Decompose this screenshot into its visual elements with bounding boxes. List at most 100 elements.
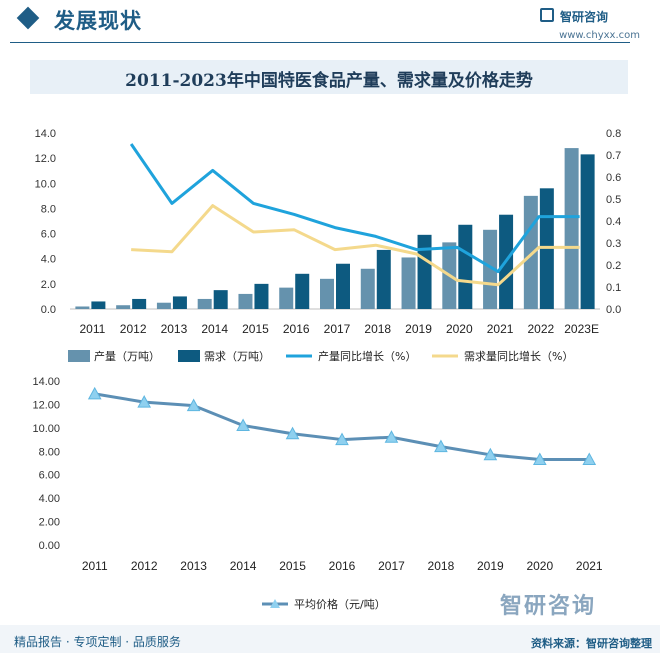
x-tick-label: 2016 — [283, 322, 310, 336]
price-line — [94, 392, 590, 461]
x-tick-label: 2020 — [526, 559, 553, 573]
y-tick-label: 8.00 — [39, 446, 60, 458]
site-url: www.chyxx.com — [559, 30, 640, 41]
production-bar — [197, 298, 212, 309]
x-tick-label: 2021 — [576, 559, 603, 573]
x-tick-label: 2014 — [230, 559, 257, 573]
section-title: 发展现状 — [54, 9, 142, 33]
price-point — [285, 426, 300, 440]
footer-tagline: 精品报告 · 专项定制 · 品质服务 — [14, 635, 181, 649]
x-tick-label: 2016 — [329, 559, 356, 573]
x-tick-label: 2022 — [527, 322, 554, 336]
price-point — [87, 386, 102, 400]
footer-logo: 智研咨询 — [500, 594, 597, 619]
company-logo-icon — [540, 8, 554, 22]
right-tick-label: 0.2 — [606, 260, 621, 272]
production-bar — [564, 148, 579, 309]
left-tick-label: 14.0 — [35, 128, 56, 140]
x-tick-label: 2017 — [378, 559, 405, 573]
legend-label: 需求量同比增长（%） — [464, 349, 573, 363]
demand-bar — [336, 263, 350, 309]
production-bar — [401, 257, 416, 309]
price-point — [335, 432, 349, 446]
right-tick-label: 0.3 — [606, 238, 621, 250]
y-tick-label: 4.00 — [39, 493, 60, 505]
demand-bar — [417, 234, 432, 309]
demand-bar — [213, 290, 228, 309]
production-bar — [360, 268, 375, 309]
x-tick-label: 2020 — [446, 322, 473, 336]
y-tick-label: 2.00 — [39, 517, 60, 529]
left-tick-label: 4.0 — [41, 254, 56, 266]
x-tick-label: 2018 — [428, 559, 455, 573]
legend-swatch — [178, 350, 200, 362]
footer-band — [0, 625, 660, 653]
production-bar — [75, 306, 90, 309]
production-bar — [279, 287, 294, 309]
legend-label: 平均价格（元/吨） — [294, 597, 386, 611]
demand-bar — [376, 249, 391, 309]
x-tick-label: 2018 — [364, 322, 391, 336]
right-tick-label: 0.8 — [606, 128, 621, 140]
demand-bar — [295, 273, 310, 309]
right-tick-label: 0.5 — [606, 194, 621, 206]
x-tick-label: 2017 — [324, 322, 351, 336]
demand-bar — [580, 154, 595, 309]
demand-bar — [458, 224, 473, 309]
legend-marker — [270, 599, 280, 608]
x-tick-label: 2012 — [120, 322, 147, 336]
x-tick-label: 2013 — [180, 559, 207, 573]
x-tick-label: 2015 — [279, 559, 306, 573]
x-tick-label: 2011 — [82, 559, 108, 573]
legend-label: 产量（万吨） — [94, 349, 160, 363]
x-tick-label: 2015 — [242, 322, 269, 336]
left-tick-label: 8.0 — [41, 203, 56, 215]
price-point — [483, 447, 498, 461]
right-tick-label: 0.1 — [606, 282, 621, 294]
right-tick-label: 0.7 — [606, 150, 621, 162]
production-bar — [483, 229, 498, 309]
x-tick-label: 2023E — [564, 322, 599, 336]
price-point — [384, 430, 399, 443]
y-tick-label: 10.00 — [32, 423, 60, 435]
left-tick-label: 12.0 — [35, 153, 56, 165]
demand-bar — [132, 298, 147, 309]
production-bar — [238, 293, 253, 309]
demand-bar — [91, 301, 106, 309]
x-tick-label: 2021 — [487, 322, 514, 336]
price-point — [236, 418, 250, 432]
price-point — [137, 395, 152, 408]
y-tick-label: 12.00 — [32, 399, 60, 411]
legend-label: 需求（万吨） — [204, 350, 270, 363]
x-tick-label: 2012 — [131, 559, 158, 573]
x-tick-label: 2019 — [477, 559, 504, 573]
right-tick-label: 0.0 — [606, 304, 621, 316]
production-bar — [320, 278, 334, 309]
right-tick-label: 0.4 — [606, 216, 621, 228]
left-tick-label: 2.0 — [41, 279, 56, 291]
production-bar — [156, 302, 171, 309]
x-tick-label: 2014 — [201, 322, 228, 336]
left-tick-label: 10.0 — [35, 178, 56, 190]
production-growth-line — [129, 143, 580, 274]
price-point — [532, 452, 547, 465]
x-tick-label: 2013 — [161, 322, 188, 336]
y-tick-label: 0.00 — [39, 540, 60, 552]
x-tick-label: 2019 — [405, 322, 432, 336]
x-tick-label: 2011 — [79, 322, 105, 336]
production-demand-chart: 0.0 2.0 4.0 6.0 8.0 10.0 12.0 14.0 0.0 0.1 0.2 0.3 0… — [35, 128, 622, 363]
legend-swatch — [68, 350, 90, 362]
y-tick-label: 14.00 — [32, 376, 60, 388]
right-tick-label: 0.6 — [606, 172, 621, 184]
top-bar: 发展现状 智研咨询 www.chyxx.com — [0, 0, 660, 41]
average-price-chart: 0.00 2.00 4.00 6.00 8.00 10.00 12.00 14.00 2011 2… — [32, 376, 603, 611]
y-tick-label: 6.00 — [39, 470, 60, 482]
company-logo-text: 智研咨询 — [560, 10, 609, 24]
left-tick-label: 0.0 — [41, 304, 56, 316]
demand-bar — [172, 296, 187, 309]
price-point — [186, 398, 201, 412]
title-band — [30, 60, 628, 94]
left-tick-label: 6.0 — [41, 229, 56, 241]
demand-bar — [254, 283, 269, 309]
header-divider — [10, 42, 630, 43]
